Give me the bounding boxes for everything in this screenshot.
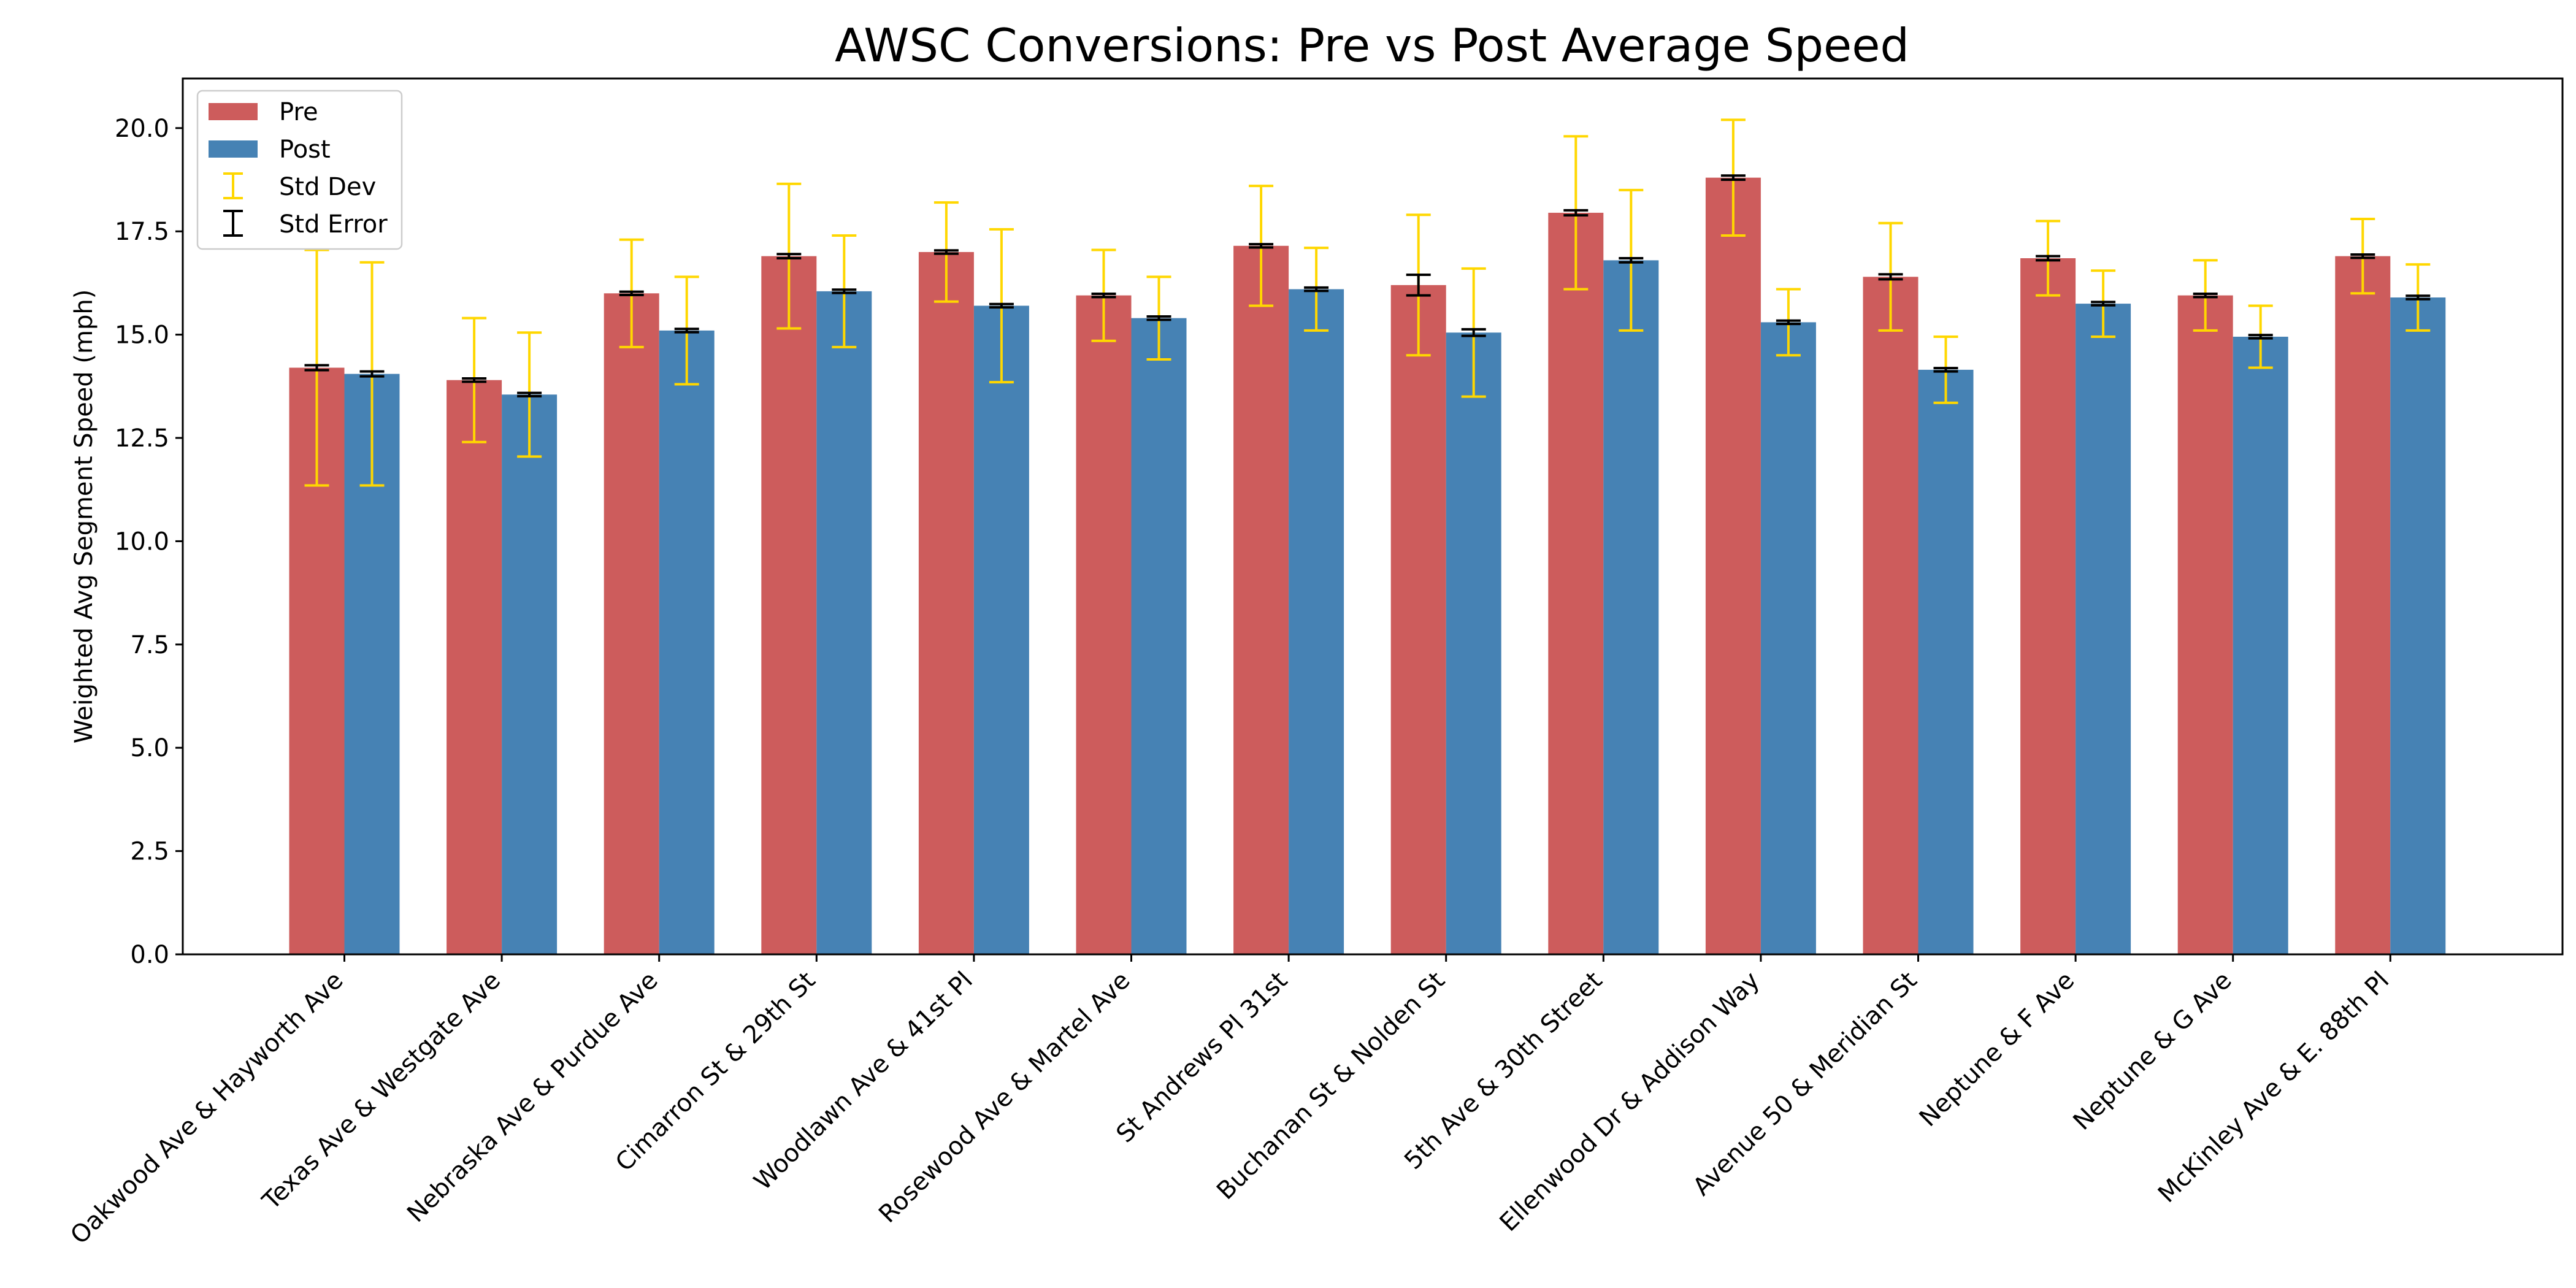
x-tick-label: Ellenwood Dr & Addison Way bbox=[1495, 967, 1765, 1237]
bar-pre-8 bbox=[1548, 212, 1604, 955]
legend-label-pre: Pre bbox=[279, 98, 318, 126]
std-err-pre-7 bbox=[1406, 273, 1431, 297]
bar-post-8 bbox=[1603, 260, 1659, 955]
std-err-post-4 bbox=[989, 302, 1014, 309]
bar-pre-10 bbox=[1863, 277, 1919, 954]
std-err-pre-5 bbox=[1091, 292, 1116, 299]
legend-box bbox=[196, 90, 403, 250]
bar-post-10 bbox=[1918, 369, 1974, 954]
std-err-pre-4 bbox=[933, 249, 959, 255]
std-err-pre-3 bbox=[776, 253, 802, 260]
legend-label-std-error: Std Error bbox=[279, 210, 388, 239]
std-err-pre-0 bbox=[304, 364, 329, 372]
bar-pre-12 bbox=[2177, 295, 2233, 954]
legend-marker-std-error bbox=[223, 210, 243, 237]
std-err-post-9 bbox=[1776, 319, 1801, 326]
x-tick-label: Neptune & G Ave bbox=[2068, 967, 2237, 1136]
legend-marker-std-dev bbox=[223, 172, 243, 199]
bar-pre-13 bbox=[2335, 256, 2391, 955]
bar-post-5 bbox=[1131, 318, 1187, 955]
x-tick-label: Oakwood Ave & Hayworth Ave bbox=[65, 967, 348, 1250]
bar-pre-9 bbox=[1705, 177, 1761, 954]
bar-pre-5 bbox=[1076, 295, 1132, 954]
bar-post-12 bbox=[2233, 336, 2288, 954]
bar-post-2 bbox=[659, 330, 715, 954]
std-err-pre-2 bbox=[619, 290, 644, 296]
bar-pre-3 bbox=[761, 256, 817, 955]
legend-swatch-pre bbox=[209, 103, 258, 120]
y-tick-label: 0.0 bbox=[130, 941, 169, 969]
x-tick-label: St Andrews Pl 31st bbox=[1111, 967, 1293, 1149]
y-ticks: 0.0 2.5 5.0 7.5 10.0 12.5 15.0 17.5 20.0 bbox=[115, 115, 183, 969]
y-tick-label: 17.5 bbox=[115, 218, 169, 246]
std-err-post-8 bbox=[1619, 257, 1644, 264]
bars bbox=[289, 177, 2446, 955]
std-err-pre-10 bbox=[1878, 273, 1903, 281]
legend-label-post: Post bbox=[279, 136, 331, 164]
std-err-pre-13 bbox=[2350, 253, 2375, 259]
std-err-post-12 bbox=[2248, 334, 2273, 340]
legend-label-std-dev: Std Dev bbox=[279, 173, 376, 201]
y-tick-label: 7.5 bbox=[130, 631, 169, 659]
std-err-post-11 bbox=[2091, 301, 2116, 307]
y-axis-label: Weighted Avg Segment Speed (mph) bbox=[70, 289, 98, 744]
y-tick-label: 5.0 bbox=[130, 734, 169, 762]
std-err-post-2 bbox=[674, 328, 699, 334]
std-err-post-6 bbox=[1304, 286, 1329, 293]
std-err-post-0 bbox=[359, 370, 385, 378]
chart-title: AWSC Conversions: Pre vs Post Average Sp… bbox=[835, 18, 1909, 72]
bar-pre-6 bbox=[1233, 245, 1289, 954]
std-err-post-3 bbox=[832, 288, 857, 294]
std-err-post-5 bbox=[1146, 315, 1171, 321]
std-err-pre-8 bbox=[1563, 209, 1589, 217]
bar-post-6 bbox=[1289, 289, 1344, 954]
legend: Pre Post Std Dev Std Error bbox=[196, 90, 403, 250]
y-tick-label: 20.0 bbox=[115, 115, 169, 143]
bar-pre-2 bbox=[604, 293, 659, 954]
bar-post-4 bbox=[973, 305, 1029, 955]
y-tick-label: 2.5 bbox=[130, 838, 169, 866]
std-err-pre-1 bbox=[462, 377, 487, 383]
plot-frame bbox=[182, 77, 2564, 956]
x-tick-label: Nebraska Ave & Purdue Ave bbox=[402, 967, 664, 1229]
std-err-post-13 bbox=[2405, 294, 2431, 301]
legend-swatch-post bbox=[209, 140, 258, 158]
bar-post-13 bbox=[2390, 297, 2446, 954]
std-err-pre-12 bbox=[2193, 292, 2218, 299]
error-bars bbox=[304, 118, 2431, 487]
bar-post-7 bbox=[1446, 332, 1501, 954]
std-err-post-10 bbox=[1933, 367, 1958, 373]
bar-pre-11 bbox=[2020, 258, 2076, 955]
std-err-pre-9 bbox=[1720, 174, 1746, 182]
y-tick-label: 10.0 bbox=[115, 527, 169, 556]
y-tick-label: 15.0 bbox=[115, 321, 169, 350]
std-err-post-1 bbox=[517, 391, 542, 397]
bar-pre-1 bbox=[447, 380, 502, 954]
bar-post-1 bbox=[502, 394, 558, 954]
x-tick-label: Rosewood Ave & Martel Ave bbox=[873, 967, 1135, 1229]
x-tick-label: Neptune & F Ave bbox=[1914, 967, 2080, 1133]
bar-post-11 bbox=[2076, 304, 2131, 954]
bar-post-3 bbox=[816, 291, 872, 954]
std-err-pre-11 bbox=[2036, 255, 2061, 262]
y-tick-label: 12.5 bbox=[115, 424, 169, 453]
bar-post-9 bbox=[1760, 322, 1816, 955]
bar-pre-7 bbox=[1390, 285, 1446, 954]
std-err-post-7 bbox=[1461, 328, 1486, 337]
bar-pre-4 bbox=[918, 251, 974, 955]
std-err-pre-6 bbox=[1249, 243, 1274, 249]
